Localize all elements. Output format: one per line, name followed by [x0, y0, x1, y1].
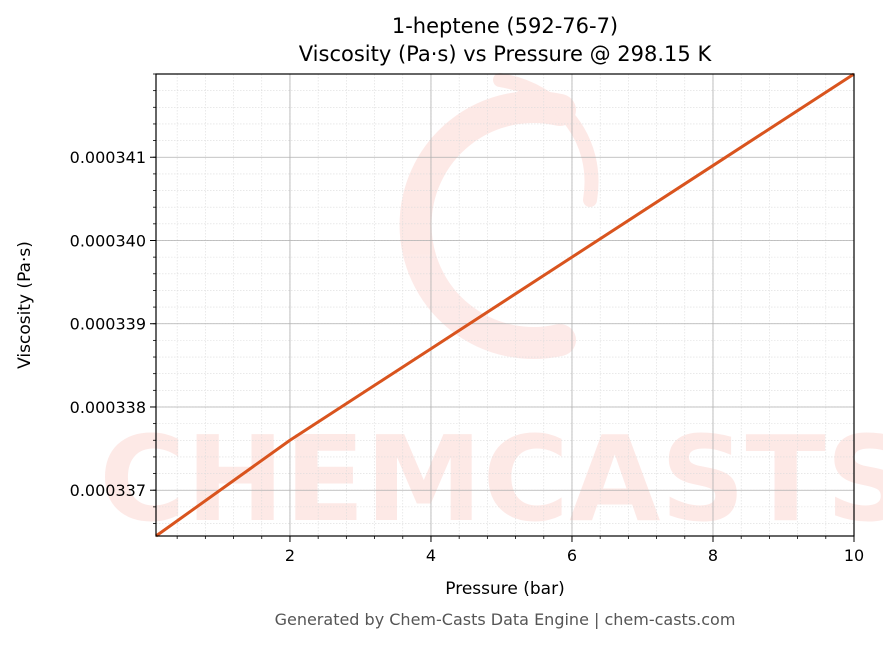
y-axis-ticks: 0.000337 0.000338 0.000339 0.000340 0.000341 [70, 73, 156, 524]
series-line [155, 72, 855, 538]
x-tick-label: 8 [708, 546, 718, 565]
y-axis-label: Viscosity (Pa·s) [15, 241, 35, 369]
watermark-logo: CHEMCASTS [99, 73, 883, 548]
footer-credit: Generated by Chem-Casts Data Engine | ch… [275, 610, 736, 629]
plot-frame [155, 73, 855, 537]
y-tick-label: 0.000341 [70, 148, 146, 167]
x-tick-label: 2 [285, 546, 295, 565]
y-tick-label: 0.000338 [70, 398, 146, 417]
x-tick-label: 4 [426, 546, 436, 565]
series-layer [155, 72, 855, 538]
y-tick-label: 0.000339 [70, 315, 146, 334]
x-axis-ticks: 2 4 6 8 10 [176, 536, 864, 565]
x-axis-label: Pressure (bar) [445, 579, 564, 599]
watermark-text: CHEMCASTS [99, 410, 883, 548]
chart-subtitle: Viscosity (Pa·s) vs Pressure @ 298.15 K [299, 42, 713, 66]
y-tick-label: 0.000340 [70, 231, 146, 250]
x-tick-label: 10 [844, 546, 864, 565]
y-tick-label: 0.000337 [70, 481, 146, 500]
chart-title: 1-heptene (592-76-7) [392, 14, 618, 38]
x-tick-label: 6 [567, 546, 577, 565]
